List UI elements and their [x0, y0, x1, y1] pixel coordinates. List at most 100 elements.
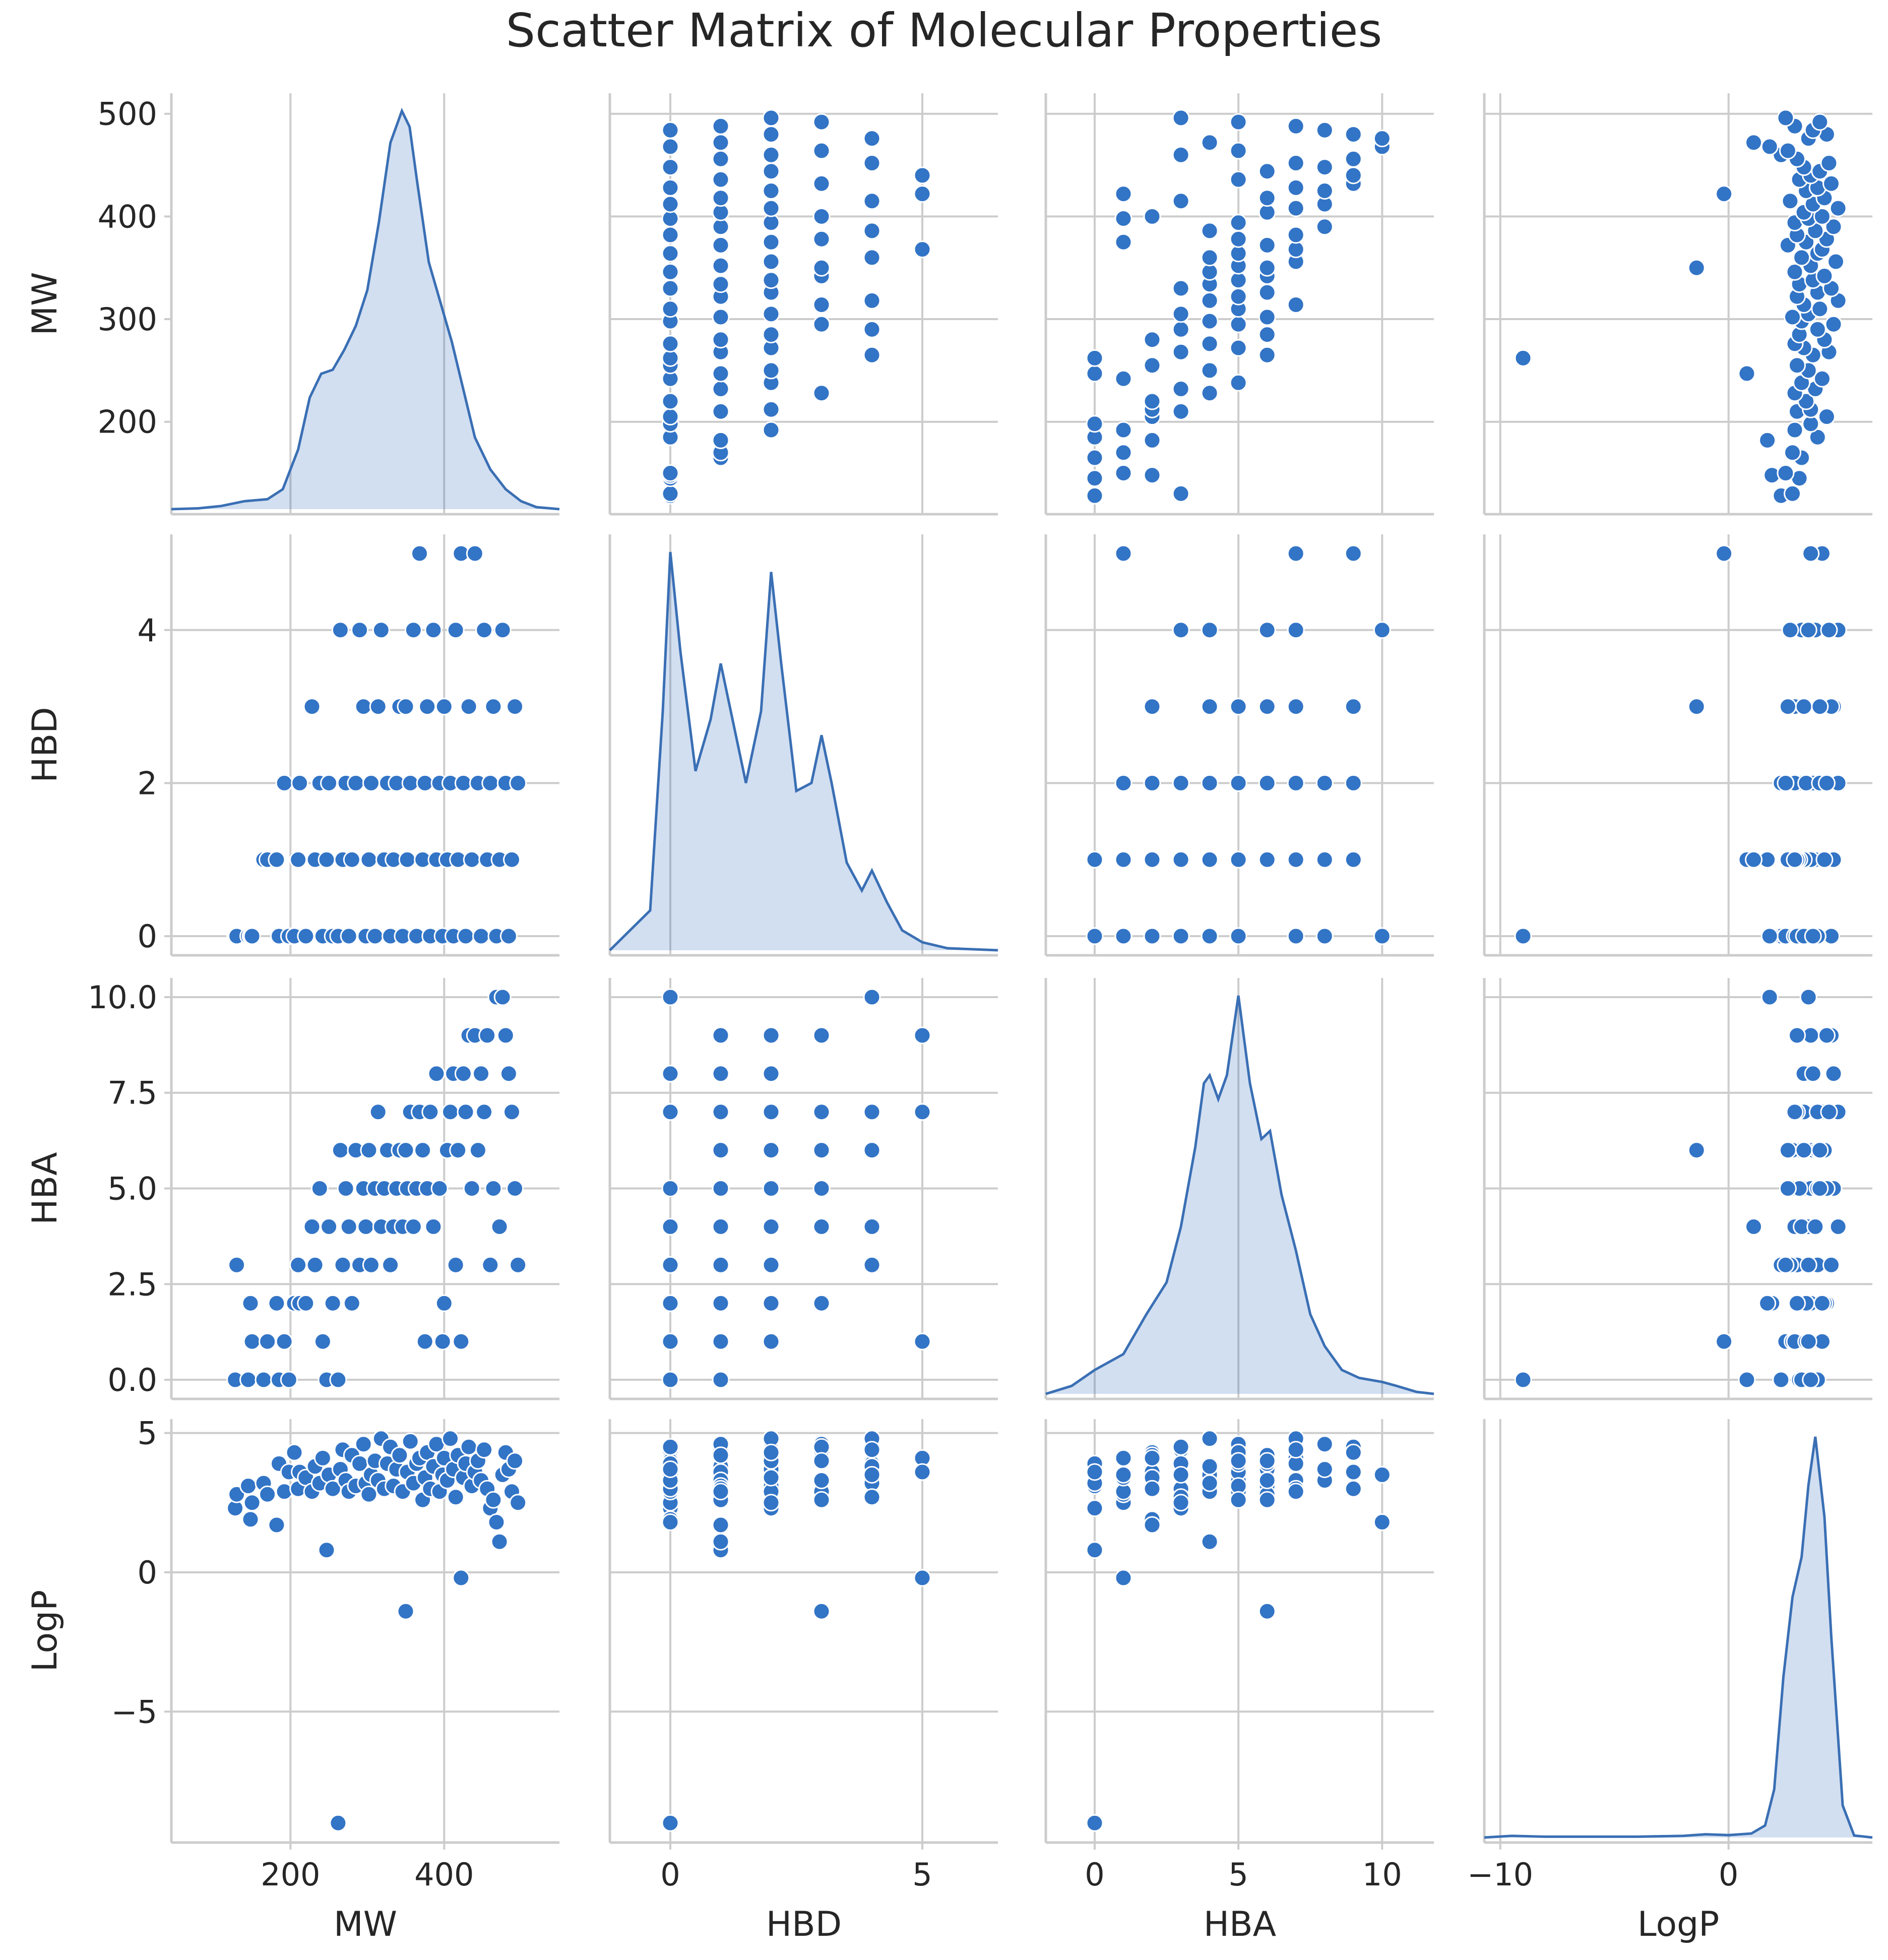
- scatter-point-MW-vs-LogP: [1811, 300, 1829, 318]
- scatter-point-MW-vs-HBA: [1229, 170, 1247, 189]
- scatter-point-MW-vs-HBA: [1114, 185, 1132, 203]
- scatter-point-LogP-vs-MW: [490, 1533, 509, 1551]
- scatter-point-HBD-vs-MW: [354, 698, 372, 716]
- scatter-point-HBA-vs-MW: [239, 1371, 257, 1389]
- axis-label-y-HBA: HBA: [25, 1152, 65, 1224]
- scatter-point-MW-vs-LogP: [1745, 134, 1763, 152]
- scatter-point-HBA-vs-LogP: [1806, 1217, 1824, 1236]
- scatter-point-MW-vs-LogP: [1777, 464, 1795, 482]
- scatter-point-HBA-vs-MW: [313, 1332, 332, 1351]
- scatter-point-MW-vs-HBD: [661, 335, 679, 353]
- scatter-point-HBD-vs-HBA: [1143, 698, 1161, 716]
- scatter-point-LogP-vs-HBD: [712, 1483, 730, 1501]
- scatter-point-HBD-vs-LogP: [1514, 927, 1532, 945]
- scatter-point-HBA-vs-HBD: [863, 1141, 881, 1159]
- scatter-point-MW-vs-HBA: [1201, 361, 1219, 380]
- axis-label-x-LogP: LogP: [1638, 1905, 1719, 1944]
- scatter-point-MW-vs-HBD: [712, 257, 730, 275]
- scatter-point-HBA-vs-HBD: [661, 1332, 679, 1351]
- scatter-point-MW-vs-HBA: [1315, 218, 1334, 236]
- scatter-point-MW-vs-LogP: [1813, 370, 1831, 388]
- scatter-point-MW-vs-HBD: [762, 326, 780, 344]
- scatter-point-HBD-vs-HBA: [1229, 698, 1247, 716]
- scatter-point-HBA-vs-MW: [499, 1065, 518, 1083]
- scatter-point-MW-vs-HBD: [863, 249, 881, 267]
- scatter-point-HBD-vs-LogP: [1804, 927, 1822, 945]
- scatter-point-HBA-vs-HBD: [762, 1217, 780, 1236]
- scatter-point-HBD-vs-MW: [289, 850, 307, 869]
- scatter-point-HBA-vs-HBD: [812, 1294, 831, 1312]
- scatter-point-MW-vs-HBA: [1258, 308, 1276, 326]
- scatter-point-MW-vs-LogP: [1824, 315, 1843, 333]
- scatter-point-LogP-vs-HBA: [1114, 1466, 1132, 1484]
- scatter-point-HBA-vs-LogP: [1820, 1103, 1838, 1121]
- scatter-point-HBA-vs-LogP: [1715, 1332, 1733, 1351]
- scatter-point-LogP-vs-MW: [354, 1435, 372, 1453]
- scatter-point-MW-vs-LogP: [1786, 263, 1804, 281]
- scatter-point-HBA-vs-HBD: [661, 1371, 679, 1389]
- scatter-point-MW-vs-HBD: [712, 431, 730, 449]
- scatter-point-LogP-vs-HBD: [913, 1463, 931, 1481]
- scatter-point-HBA-vs-LogP: [1738, 1371, 1756, 1389]
- scatter-point-LogP-vs-MW: [447, 1488, 465, 1506]
- scatter-point-HBD-vs-HBA: [1373, 621, 1391, 639]
- scatter-point-HBD-vs-HBA: [1229, 850, 1247, 869]
- scatter-point-MW-vs-HBA: [1143, 207, 1161, 225]
- scatter-point-LogP-vs-HBA: [1287, 1483, 1305, 1501]
- scatter-point-HBD-vs-HBA: [1287, 927, 1305, 945]
- scatter-point-HBD-vs-MW: [401, 774, 419, 792]
- scatter-point-HBA-vs-HBD: [863, 988, 881, 1006]
- scatter-point-LogP-vs-HBD: [661, 1814, 679, 1832]
- tick-label-x-HBA: 0: [1085, 1856, 1104, 1893]
- scatter-point-MW-vs-LogP: [1760, 138, 1779, 156]
- scatter-point-HBA-vs-LogP: [1514, 1371, 1532, 1389]
- scatter-point-HBA-vs-MW: [447, 1256, 465, 1274]
- scatter-point-HBA-vs-MW: [306, 1256, 324, 1274]
- scatter-point-MW-vs-LogP: [1777, 109, 1795, 127]
- scatter-point-HBD-vs-MW: [243, 927, 261, 945]
- scatter-point-MW-vs-HBA: [1143, 331, 1161, 349]
- scatter-point-HBA-vs-LogP: [1804, 1065, 1822, 1083]
- scatter-point-HBA-vs-LogP: [1788, 1294, 1806, 1312]
- scatter-point-LogP-vs-HBD: [661, 1438, 679, 1456]
- scatter-point-HBA-vs-MW: [280, 1371, 298, 1389]
- scatter-point-HBD-vs-MW: [404, 621, 422, 639]
- scatter-point-MW-vs-HBD: [762, 305, 780, 323]
- scatter-point-MW-vs-HBA: [1114, 233, 1132, 251]
- scatter-point-HBD-vs-LogP: [1795, 698, 1813, 716]
- scatter-point-LogP-vs-MW: [259, 1485, 277, 1503]
- scatter-point-MW-vs-HBD: [762, 400, 780, 418]
- scatter-point-HBD-vs-LogP: [1779, 698, 1797, 716]
- scatter-point-HBA-vs-MW: [303, 1217, 321, 1236]
- scatter-point-HBD-vs-HBA: [1315, 850, 1334, 869]
- scatter-point-HBD-vs-LogP: [1786, 850, 1804, 869]
- axis-label-x-HBA: HBA: [1204, 1905, 1276, 1944]
- scatter-point-HBA-vs-LogP: [1795, 1141, 1813, 1159]
- scatter-point-MW-vs-HBA: [1086, 469, 1104, 487]
- scatter-point-MW-vs-HBA: [1172, 146, 1190, 164]
- scatter-point-LogP-vs-HBD: [712, 1533, 730, 1551]
- scatter-point-MW-vs-LogP: [1811, 113, 1829, 131]
- scatter-point-MW-vs-HBD: [812, 296, 831, 314]
- scatter-point-HBD-vs-HBA: [1258, 850, 1276, 869]
- scatter-point-HBA-vs-MW: [369, 1103, 387, 1121]
- scatter-point-HBD-vs-LogP: [1781, 621, 1799, 639]
- scatter-point-LogP-vs-HBD: [863, 1466, 881, 1484]
- scatter-point-HBD-vs-MW: [397, 698, 415, 716]
- scatter-point-HBD-vs-HBA: [1172, 927, 1190, 945]
- kde-line-HBD: [609, 552, 998, 952]
- scatter-point-HBD-vs-MW: [268, 850, 286, 869]
- scatter-point-MW-vs-LogP: [1788, 356, 1806, 375]
- scatter-point-MW-vs-HBA: [1258, 236, 1276, 254]
- scatter-point-MW-vs-HBA: [1229, 339, 1247, 357]
- scatter-point-LogP-vs-MW: [243, 1494, 261, 1512]
- scatter-point-HBA-vs-LogP: [1777, 1256, 1795, 1274]
- scatter-point-HBA-vs-LogP: [1829, 1217, 1847, 1236]
- scatter-point-MW-vs-HBA: [1315, 158, 1334, 176]
- scatter-point-HBA-vs-HBD: [762, 1065, 780, 1083]
- scatter-point-HBA-vs-HBD: [913, 1103, 931, 1121]
- scatter-point-HBA-vs-HBD: [661, 1256, 679, 1274]
- scatter-point-HBA-vs-HBD: [712, 1332, 730, 1351]
- scatter-point-HBD-vs-LogP: [1745, 850, 1763, 869]
- tick-label-x-LogP: −10: [1467, 1856, 1533, 1893]
